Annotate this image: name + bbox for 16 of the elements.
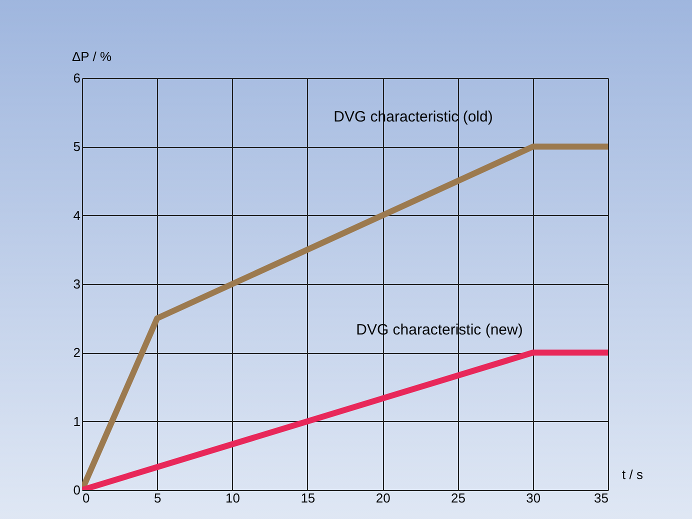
y-tick-label: 1: [73, 414, 80, 429]
x-tick-label: 10: [226, 490, 240, 506]
x-tick-label: 25: [450, 490, 466, 506]
x-tick-label: 30: [526, 490, 541, 506]
x-tick-label: 35: [594, 490, 608, 506]
y-tick-label: 5: [73, 139, 80, 154]
x-tick-label: 0: [82, 490, 90, 506]
x-tick-label: 5: [154, 490, 162, 506]
y-tick-label: 2: [73, 345, 80, 360]
x-tick-label: 15: [300, 490, 316, 506]
y-axis-title: ΔP / %: [72, 49, 112, 64]
x-tick-label: 20: [376, 490, 390, 506]
y-tick-label: 4: [73, 208, 80, 223]
x-axis-title: t / s: [622, 467, 644, 482]
y-tick-label: 6: [73, 70, 80, 86]
y-tick-label: 3: [73, 276, 80, 292]
